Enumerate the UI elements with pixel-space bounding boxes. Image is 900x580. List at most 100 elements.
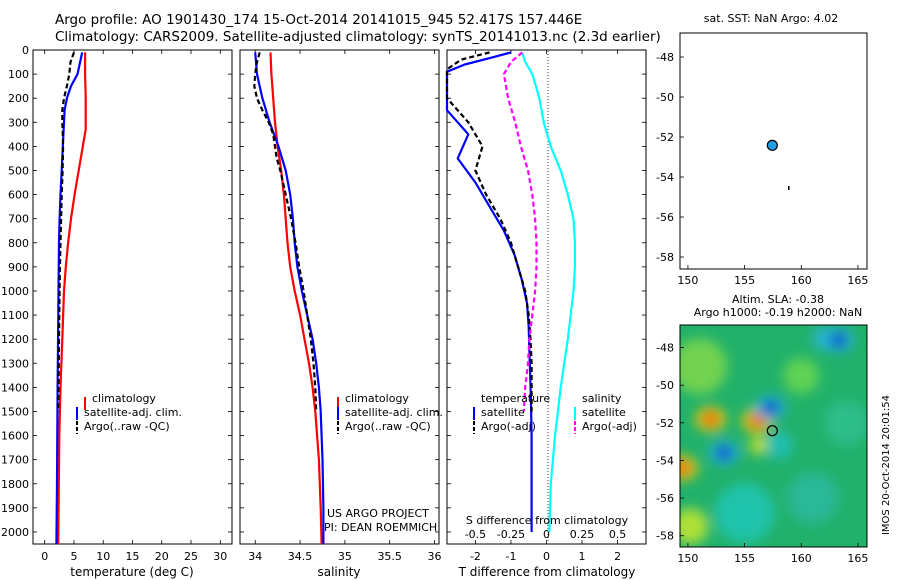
map-x-tick-label: 155 [734,274,755,287]
x-tick-label: 1 [579,550,586,563]
sla-field-patch [824,400,867,445]
legend-label-argo: Argo(..raw -QC) [84,420,170,433]
y-tick-label: 200 [8,92,29,105]
x-tick-label: 5 [70,550,77,563]
y-tick-label: 800 [8,237,29,250]
x-tick-label: -2 [470,550,481,563]
series-line-argo-raw-qc- [253,52,318,412]
legend-label-satellite: satellite-adj. clim. [345,406,443,419]
y-tick-label: 1600 [1,430,29,443]
sla-field-patch [680,508,709,545]
x-tick-label: -1 [505,550,516,563]
y-tick-label: 100 [8,68,29,81]
sla-map-axes-box [679,324,868,548]
map-y-tick-label: -50 [656,91,674,104]
legend-label-argo: Argo(..raw -QC) [345,420,431,433]
sst-map-panel: sat. SST: NaN Argo: 4.02 150 155 160 165 -48… [656,12,868,287]
salinity-legend: climatology satellite-adj. clim. Argo(..… [337,392,443,434]
sla-field-patch [680,338,728,395]
sst-map-axes-box [679,32,868,270]
map-x-tick-label: 165 [847,274,868,287]
sla-heatmap [680,325,867,547]
sla-map-panel: Altim. SLA: -0.38 Argo h1000: -0.19 h200… [656,293,892,565]
map-y-tick-label: -58 [656,251,674,264]
y-tick-label: 1100 [1,309,29,322]
x-tick-label: 36 [428,550,442,563]
x-tick-label: 15 [126,550,140,563]
map-x-tick-label: 155 [734,552,755,565]
legend-title-temperature: temperature [481,392,550,405]
argo-position-marker [766,425,778,437]
imos-watermark: IMOS 20-Oct-2014 20:01:54 [881,395,892,535]
x-tick-label: 30 [213,550,227,563]
series-line-satellite-adj-clim- [254,52,325,544]
title-line-2: Climatology: CARS2009. Satellite-adjuste… [55,29,661,45]
y-tick-label: 0 [22,44,29,57]
t-difference-xlabel: T difference from climatology [458,565,636,579]
y-tick-label: 1500 [1,405,29,418]
map-x-tick-label: 160 [791,552,812,565]
sla-field-patch [714,483,775,544]
y-tick-label: 500 [8,164,29,177]
sla-map-title-1: Altim. SLA: -0.38 [732,293,824,306]
x-tick-label: 34.5 [288,550,313,563]
difference-axes-box [446,49,647,545]
series-line-argo-raw-qc- [57,52,76,412]
map-x-tick-label: 150 [677,274,698,287]
x-tick-label: 35.5 [377,550,402,563]
s-tick-label: -0.25 [497,528,525,541]
y-tick-label: 1300 [1,357,29,370]
map-x-tick-label: 160 [791,274,812,287]
sla-high-core [753,416,762,425]
map-y-tick-label: -54 [656,171,674,184]
x-tick-label: 0 [41,550,48,563]
y-tick-label: 2000 [1,526,29,539]
s-tick-label: -0.5 [465,528,486,541]
legend-label-t-satellite: satellite [481,406,525,419]
sla-field-patch [749,436,768,455]
map-y-tick-label: -50 [656,379,674,392]
legend-title-salinity: salinity [582,392,622,405]
y-tick-label: 1200 [1,333,29,346]
x-tick-label: 20 [155,550,169,563]
s-tick-label: 0.25 [570,528,595,541]
temperature-axes-box [32,49,233,545]
salinity-panel: 34 34.5 35 35.5 36 salinity climatology sate… [239,49,443,579]
series-line-salinity-argo-adj- [502,51,538,412]
y-tick-label: 400 [8,140,29,153]
y-tick-label: 300 [8,116,29,129]
map-y-tick-label: -48 [656,342,674,355]
s-tick-label: 0.5 [609,528,627,541]
salinity-xlabel: salinity [317,565,360,579]
temperature-panel: 0100200300400500600700800900100011001200… [1,44,233,579]
sla-high-core [706,415,715,424]
legend-label-s-argo: Argo(-adj) [582,420,637,433]
legend-label-climatology: climatology [92,392,156,405]
series-line-climatology [269,52,323,545]
legend-label-satellite: satellite-adj. clim. [84,406,182,419]
sla-field-patch [786,472,839,525]
sla-field-patch [764,431,793,460]
y-tick-label: 700 [8,213,29,226]
y-tick-label: 900 [8,261,29,274]
sla-field-patch [783,357,820,394]
map-y-tick-label: -56 [656,211,674,224]
y-tick-label: 1700 [1,454,29,467]
pi-annotation: PI: DEAN ROEMMICH [324,521,437,534]
map-y-tick-label: -54 [656,454,674,467]
argo-position-marker [766,139,778,151]
series-line-salinity-satellite [521,52,577,533]
y-tick-label: 1900 [1,502,29,515]
y-tick-label: 600 [8,189,29,202]
x-tick-label: 35 [338,550,352,563]
series-line-climatology [57,52,87,545]
sla-high-core [680,463,687,472]
x-tick-label: 25 [184,550,198,563]
legend-label-s-satellite: satellite [582,406,626,419]
x-tick-label: 34 [248,550,262,563]
x-tick-label: 10 [96,550,110,563]
map-x-tick-label: 150 [677,552,698,565]
difference-panel: -2 -1 0 1 2 -0.5 -0.25 0 0.25 0.5 S difference fr… [445,49,647,579]
map-y-tick-label: -48 [656,51,674,64]
